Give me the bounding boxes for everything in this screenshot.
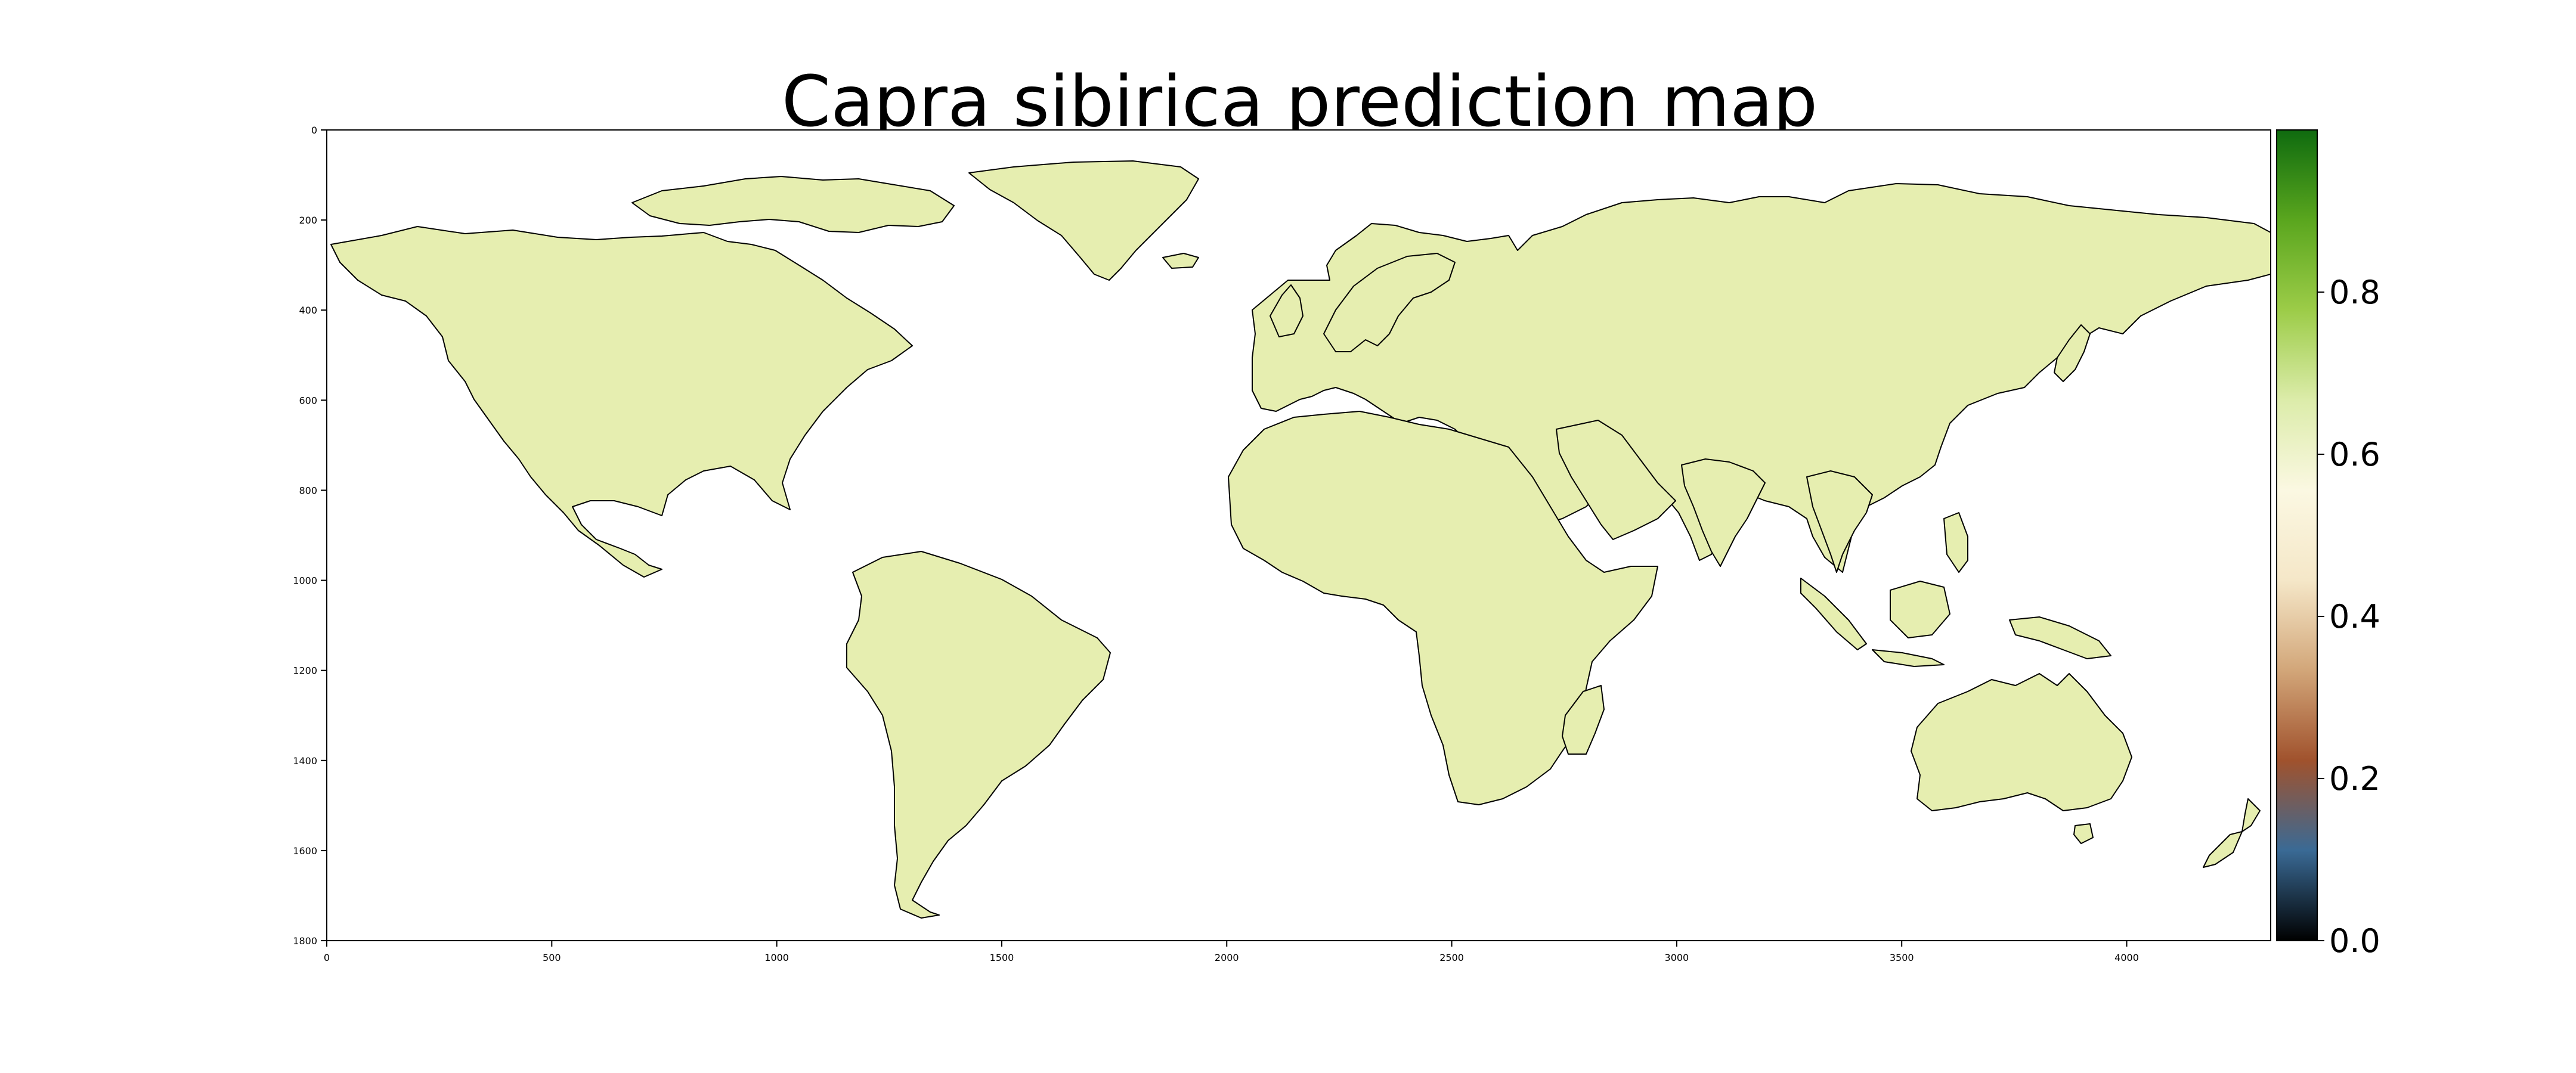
land-masses <box>330 160 2271 919</box>
sumatra-landmass <box>1800 578 1867 650</box>
y-tick-label: 400 <box>299 305 317 316</box>
x-tick-label: 1500 <box>990 952 1014 963</box>
x-tick-label: 500 <box>543 952 561 963</box>
south-america-landmass <box>846 551 1111 919</box>
x-tick-label: 4000 <box>2114 952 2139 963</box>
x-tick-label: 2500 <box>1439 952 1464 963</box>
madagascar-landmass <box>1562 685 1605 755</box>
y-tick-label: 1600 <box>293 845 317 857</box>
colorbar: 0.0 0.2 0.4 0.6 0.8 <box>2276 129 2380 960</box>
new-zealand-landmass <box>2203 798 2261 868</box>
colorbar-ticks: 0.0 0.2 0.4 0.6 0.8 <box>2317 274 2380 960</box>
colorbar-bar <box>2276 129 2318 941</box>
x-axis: 0 500 1000 1500 2000 2500 3000 3500 4000 <box>324 941 2139 963</box>
borneo-landmass <box>1890 581 1950 638</box>
y-tick-label: 0 <box>311 125 317 136</box>
x-tick-label: 3000 <box>1665 952 1689 963</box>
x-tick-label: 0 <box>324 952 330 963</box>
colorbar-tick-label: 0.4 <box>2329 598 2380 635</box>
java-landmass <box>1872 649 1945 667</box>
tasmania-landmass <box>2073 823 2094 844</box>
colorbar-tick-label: 0.2 <box>2329 760 2380 798</box>
x-tick-label: 3500 <box>1890 952 1914 963</box>
y-tick-label: 600 <box>299 395 317 406</box>
north-america-landmass <box>330 226 913 578</box>
iceland-landmass <box>1162 253 1199 269</box>
y-axis: 0 200 400 600 800 1000 1200 1400 1600 1800 <box>293 125 327 947</box>
southeast-asia-landmass <box>1806 470 1873 573</box>
scandinavia-landmass <box>1323 253 1456 352</box>
map-frame <box>326 129 2271 941</box>
y-tick-label: 1800 <box>293 935 317 947</box>
british-isles-landmass <box>1270 284 1304 337</box>
colorbar-tick-label: 0.8 <box>2329 274 2380 311</box>
y-tick-label: 1000 <box>293 575 317 587</box>
australia-landmass <box>1911 673 2132 811</box>
y-tick-label: 800 <box>299 485 317 496</box>
y-tick-label: 1400 <box>293 755 317 767</box>
japan-landmass <box>2054 324 2091 382</box>
x-tick-label: 2000 <box>1215 952 1239 963</box>
new-guinea-landmass <box>2009 616 2111 659</box>
colorbar-tick-label: 0.6 <box>2329 436 2380 473</box>
map-plot-area <box>326 129 2271 941</box>
arabian-peninsula-landmass <box>1556 420 1676 540</box>
y-tick-label: 1200 <box>293 665 317 677</box>
greenland-landmass <box>968 160 1199 281</box>
arctic-islands <box>631 176 955 233</box>
y-tick-label: 200 <box>299 215 317 226</box>
india-landmass <box>1681 458 1766 567</box>
x-tick-label: 1000 <box>764 952 789 963</box>
map-title: Capra sibirica prediction map <box>781 60 1818 142</box>
philippines-landmass <box>1943 512 1968 573</box>
colorbar-tick-label: 0.0 <box>2329 922 2380 960</box>
